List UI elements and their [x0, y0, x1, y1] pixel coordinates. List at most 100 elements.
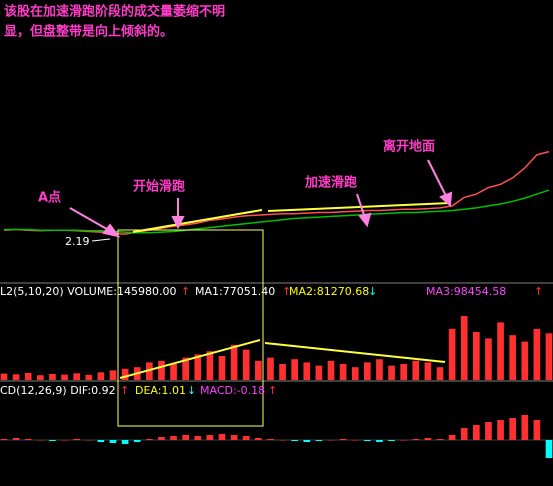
header-text: MACD:-0.18 [200, 384, 265, 397]
bar [218, 434, 226, 440]
bar [303, 440, 311, 442]
bar [521, 415, 529, 440]
label: 加速滑跑 [304, 175, 357, 191]
arrow [356, 193, 366, 219]
bar [73, 439, 80, 440]
bar [146, 362, 153, 380]
bar [242, 436, 250, 440]
bar [424, 362, 432, 380]
label: 开始滑跑 [133, 179, 185, 195]
bar [37, 375, 44, 380]
bar [73, 373, 80, 380]
bar [339, 364, 347, 380]
bar [109, 440, 117, 443]
low-label: 2.19 [65, 235, 90, 248]
bar [424, 438, 432, 440]
bar [485, 422, 492, 440]
bar [146, 439, 153, 440]
ma-line [4, 189, 550, 234]
bar [182, 357, 189, 380]
bar [497, 420, 504, 440]
bar [497, 322, 504, 380]
bar [279, 440, 286, 441]
bar [267, 357, 274, 380]
bar [473, 332, 480, 380]
bar [206, 351, 214, 380]
bar [509, 335, 516, 380]
bar [194, 436, 202, 440]
bar [230, 435, 238, 440]
label: A点 [38, 190, 61, 206]
bar [279, 364, 286, 380]
header-text: ↑ [181, 285, 190, 298]
bar [85, 440, 93, 441]
bar [97, 372, 105, 380]
bar [194, 354, 202, 380]
bar [61, 440, 68, 441]
bar [24, 439, 32, 440]
bar [121, 368, 129, 380]
bar [218, 356, 226, 380]
arrow-head [358, 212, 372, 228]
bar [206, 435, 214, 440]
bar [509, 418, 516, 440]
bar [400, 364, 407, 380]
bar [230, 344, 238, 380]
trend-line [264, 342, 446, 363]
bar [388, 365, 395, 380]
bar [436, 367, 444, 380]
macd-header: CD(12,26,9) DIF:0.92 ↑ DEA:1.01 ↓ MACD:-0.18… [0, 384, 277, 397]
bar [242, 349, 250, 380]
plot-area [0, 150, 553, 458]
bar [460, 428, 468, 440]
bar [460, 316, 468, 380]
bar [545, 440, 553, 458]
trend-line [132, 209, 263, 233]
bar [376, 440, 383, 442]
bar [364, 362, 371, 380]
bar [448, 435, 456, 440]
bar [121, 440, 129, 444]
arrow-head [102, 223, 121, 238]
bar [37, 440, 44, 441]
header-text: CD(12,26,9) DIF:0.92 [0, 384, 116, 397]
bar [97, 440, 105, 442]
bar [49, 373, 56, 380]
bar [170, 364, 177, 380]
header-text: L2(5,10,20) VOLUME:145980.00 [0, 285, 176, 298]
bar [291, 359, 298, 380]
bar [448, 328, 456, 380]
bar [109, 370, 117, 380]
bar [388, 440, 395, 441]
bar [158, 360, 165, 380]
trend-lines [119, 202, 451, 379]
bar [485, 338, 492, 380]
label: 离开地面 [383, 139, 435, 155]
annotation: 该股在加速滑跑阶段的成交量萎缩不明 [4, 4, 225, 20]
bar [364, 440, 371, 441]
highlight-box [117, 229, 264, 427]
bar [0, 439, 8, 440]
bar [545, 333, 553, 380]
bar [351, 367, 359, 380]
bar [133, 440, 141, 442]
bar [182, 435, 189, 440]
header-text: MA3:98454.58 [426, 285, 506, 298]
bar [327, 440, 335, 441]
bar [0, 373, 8, 380]
bar [24, 372, 32, 380]
header-text: ↑ [268, 384, 277, 397]
bar [170, 436, 177, 440]
arrow [427, 159, 448, 199]
bar [12, 374, 20, 380]
header-text: MA2:81270.68 [289, 285, 369, 298]
bar [351, 440, 359, 441]
bar [436, 439, 444, 440]
header-text: DEA:1.01 [135, 384, 186, 397]
bar [158, 437, 165, 440]
bar [255, 438, 262, 440]
header-text: MA1:77051.40 [195, 285, 275, 298]
